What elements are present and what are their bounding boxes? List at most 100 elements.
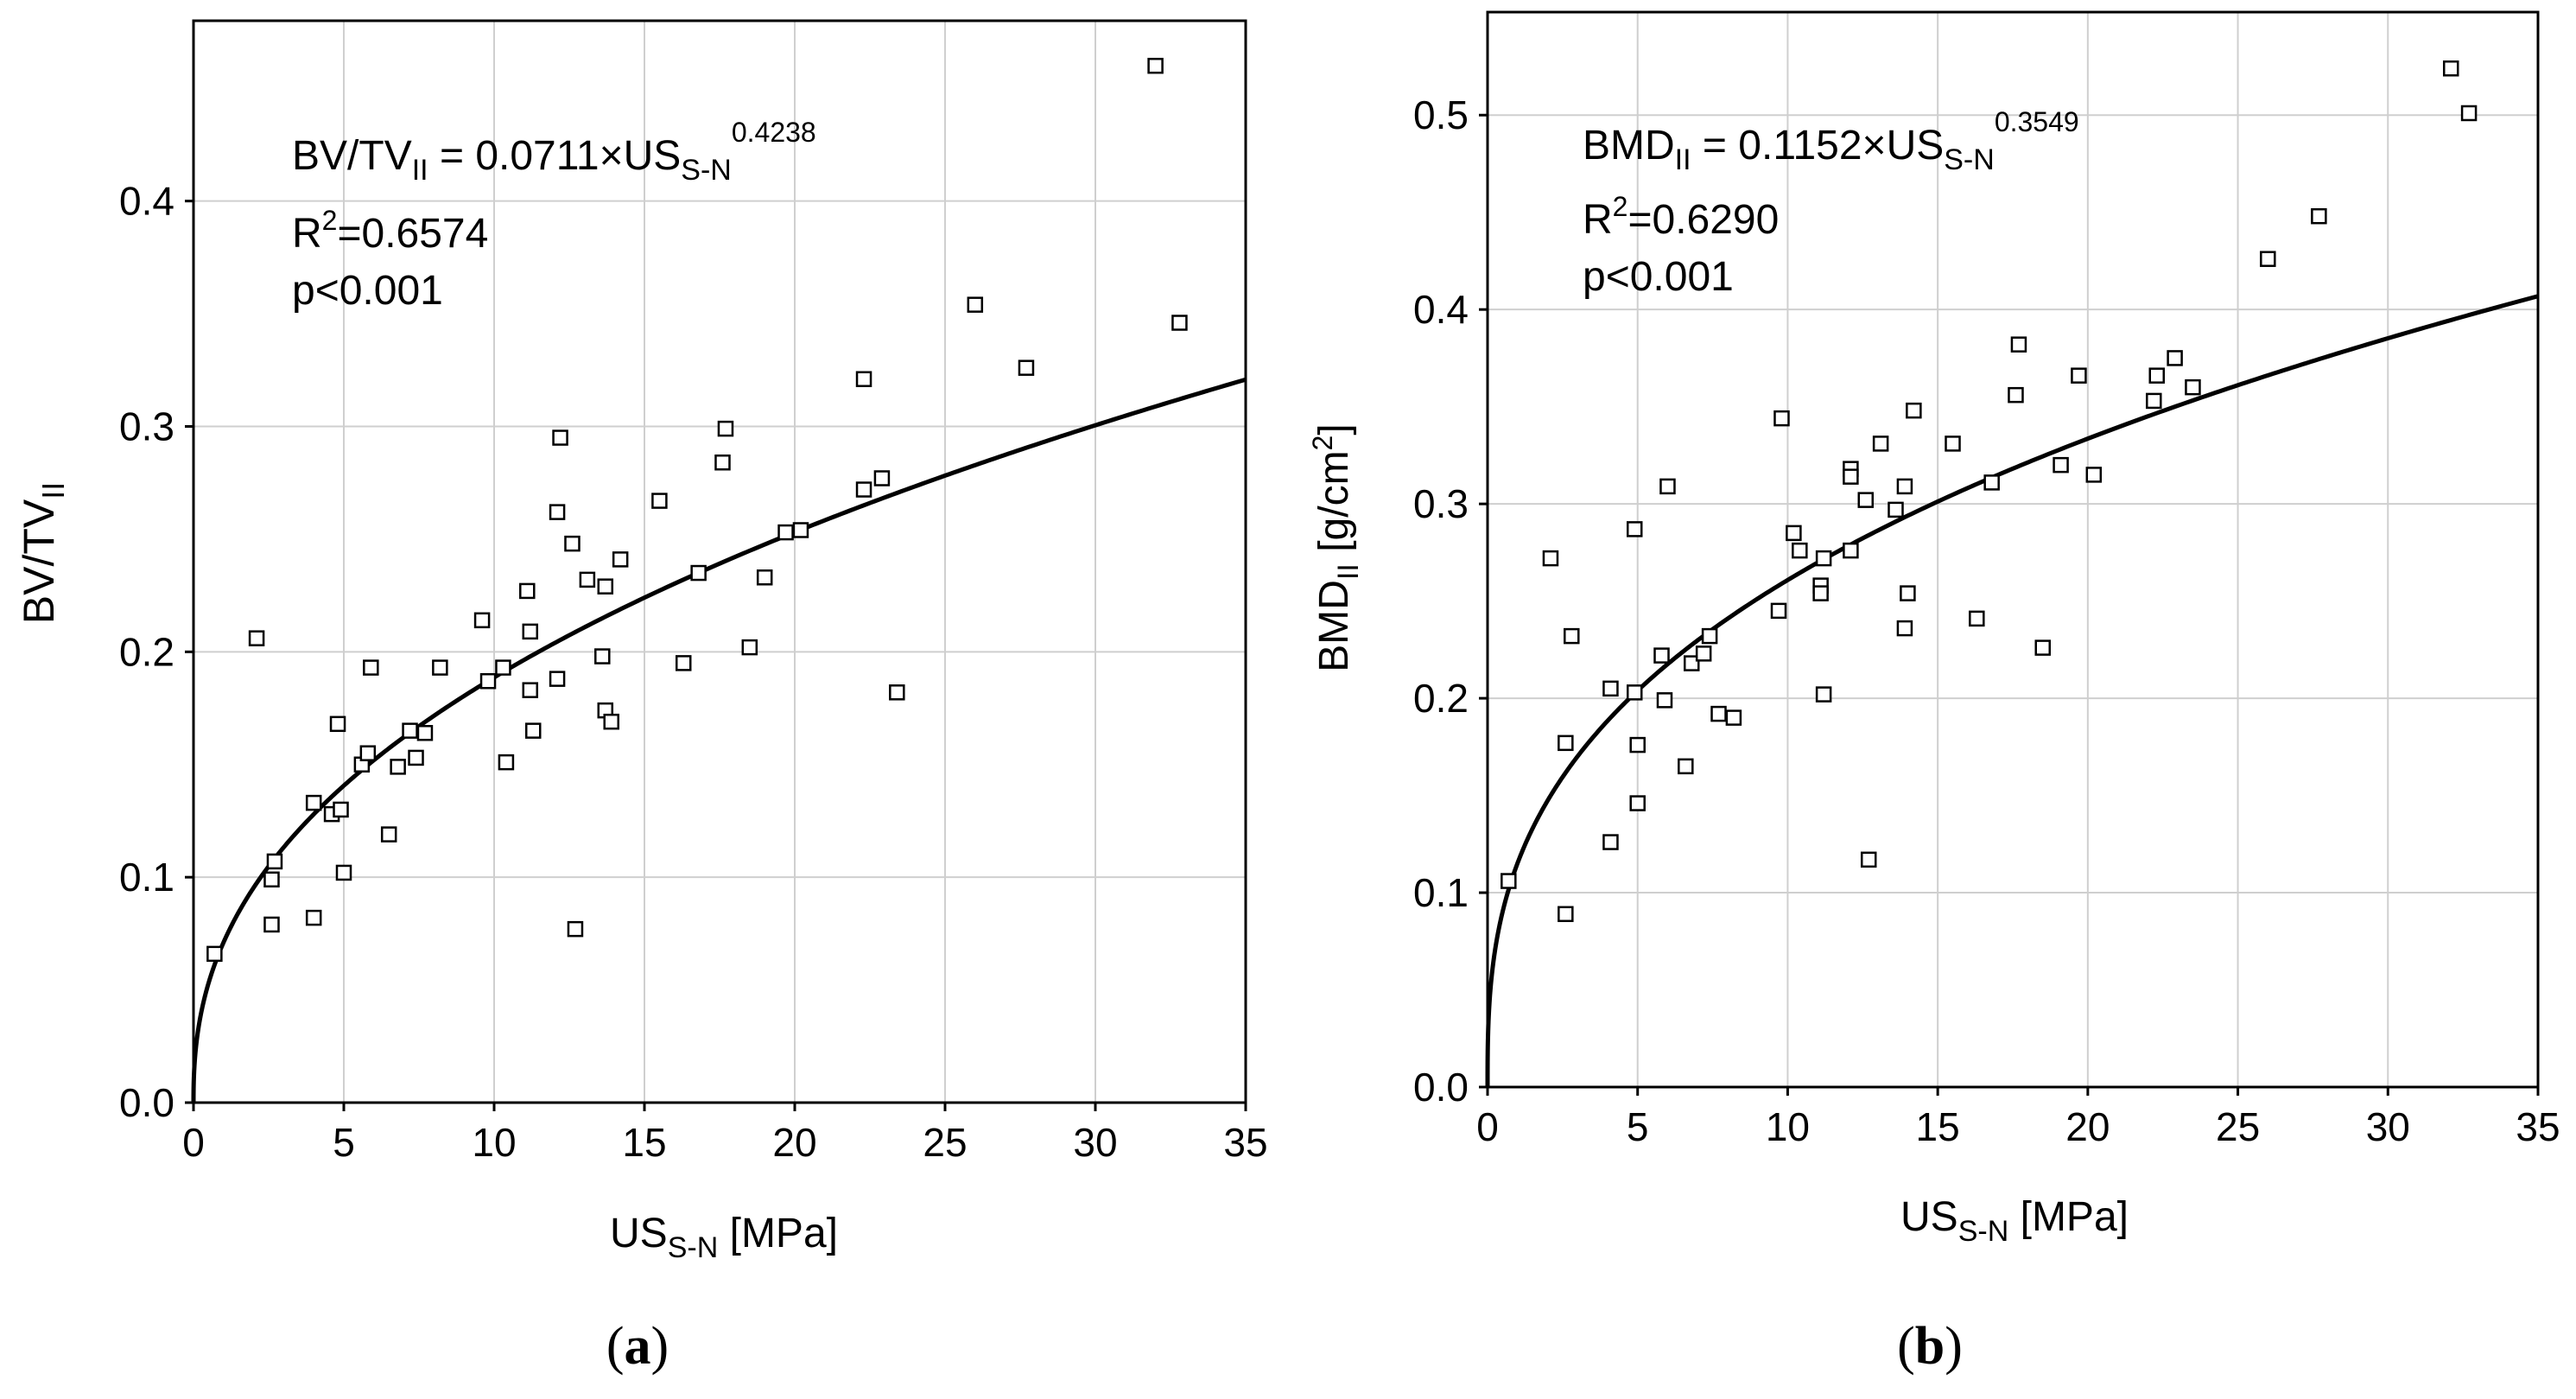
panel-b-point-46 (2071, 367, 2087, 384)
panel-a-xtick-label-7: 35 (1223, 1120, 1267, 1165)
panel-a-axes-frame (192, 19, 1247, 1104)
panel-a-xtick-label-5: 25 (923, 1120, 967, 1165)
panel-a-point-10 (335, 864, 352, 881)
panel-b-point-32 (1860, 851, 1877, 868)
panel-b-ytick-label-0: 0.0 (1413, 1065, 1469, 1110)
panel-b-point-52 (2260, 251, 2276, 267)
panel-a-ytick-labels: 0.0 0.1 0.2 0.3 0.4 (119, 179, 194, 1125)
panel-a-point-13 (363, 659, 379, 676)
panel-a-label: (a) (606, 1317, 669, 1376)
panel-b-point-50 (2167, 350, 2183, 366)
panel-a-point-40 (675, 655, 692, 671)
panel-a-point-28 (549, 504, 566, 520)
panel-a-point-0 (206, 945, 223, 963)
panel-b-xtick-label-6: 30 (2366, 1104, 2410, 1149)
panel-a-point-50 (873, 470, 891, 486)
panel-a-point-17 (408, 749, 424, 766)
panel-b-point-20 (1770, 602, 1787, 620)
panel-a-point-31 (564, 535, 581, 552)
panel-a-point-6 (305, 794, 322, 811)
panel-b-point-33 (1872, 436, 1889, 452)
panel-a-point-24 (519, 582, 536, 600)
panel-b-fit-line (1485, 294, 2539, 1088)
panel-b-point-15 (1684, 655, 1700, 671)
panel-b-point-3 (1558, 906, 1574, 923)
panel-b-plot-frame (1486, 10, 2540, 1089)
panel-a-ytick-label-0: 0.0 (119, 1080, 174, 1125)
panel-a-point-27 (524, 722, 542, 739)
panel-b-point-38 (1906, 402, 1922, 419)
panel-b-point-34 (1888, 501, 1904, 518)
panel-b-xtick-label-3: 15 (1916, 1104, 1960, 1149)
panel-b-label: (b) (1897, 1317, 1963, 1376)
panel-b-ytick-label-1: 0.1 (1413, 870, 1469, 915)
panel-b-point-23 (1792, 542, 1808, 559)
panel-a-point-12 (359, 745, 377, 761)
panel-a-point-45 (756, 569, 773, 586)
panel-b-ytick-label-2: 0.2 (1413, 676, 1469, 721)
panel-b-point-37 (1900, 585, 1916, 601)
panel-a-point-1 (248, 630, 265, 646)
panel-a-xtick-label-0: 0 (182, 1120, 205, 1165)
panel-b-point-55 (2460, 105, 2478, 122)
panel-b-point-26 (1815, 686, 1832, 703)
panel-b-point-39 (1945, 436, 1961, 452)
panel-b-equation: BMDII = 0.1152×USS-N0.3549 (1583, 106, 2079, 176)
panel-a-point-44 (741, 639, 758, 656)
panel-a-point-55 (1171, 315, 1188, 331)
panel-a-p-value: p<0.001 (292, 268, 443, 314)
panel-b-point-17 (1701, 627, 1718, 645)
panel-a-point-9 (333, 801, 349, 818)
panel-a-point-14 (380, 826, 397, 843)
panel-b-point-6 (1602, 834, 1619, 850)
panel-a-ytick-label-1: 0.1 (119, 855, 174, 900)
panel-b-point-13 (1659, 478, 1676, 495)
panel-a-point-32 (567, 920, 584, 938)
panel-b-fit-curve (1485, 294, 2539, 1088)
panel-a-point-20 (473, 612, 491, 629)
panel-a-xtick-label-1: 5 (333, 1120, 355, 1165)
panel-a-point-2 (263, 916, 280, 933)
panel-b-chart: 0 5 10 15 20 25 30 35 0.0 0.1 0.2 0.3 0.4 0.5 BMDII … (1307, 10, 2560, 1376)
panel-b-point-19 (1725, 709, 1742, 726)
panel-a-ytick-label-2: 0.2 (119, 629, 174, 674)
panel-b-y-axis-title: BMDII [g/cm2] (1307, 423, 1365, 671)
panel-b-xtick-label-1: 5 (1627, 1104, 1649, 1149)
panel-a-point-41 (690, 564, 707, 582)
panel-b-x-axis-title: USS-N [MPa] (1900, 1194, 2129, 1248)
panel-a-point-39 (651, 493, 668, 509)
panel-a-point-23 (498, 754, 515, 771)
panel-b-r-squared: R2=0.6290 (1583, 191, 1779, 243)
panel-b-point-18 (1710, 705, 1727, 722)
panel-b-ytick-label-3: 0.3 (1413, 481, 1469, 526)
panel-b-xtick-label-2: 10 (1766, 1104, 1810, 1149)
panel-a-equation: BV/TVII = 0.0711×USS-N0.4238 (292, 117, 816, 187)
panel-b-point-5 (1602, 680, 1619, 697)
panel-a-xtick-label-3: 15 (622, 1120, 666, 1165)
panel-b-point-1 (1542, 550, 1559, 567)
panel-b-point-21 (1773, 410, 1790, 427)
panel-a-point-29 (549, 671, 566, 687)
panel-a-point-37 (603, 713, 619, 730)
panel-b-point-41 (1983, 474, 2000, 491)
panel-a-xtick-labels: 0 5 10 15 20 25 30 35 (182, 1103, 1268, 1165)
panel-b-point-45 (2053, 456, 2069, 474)
panel-a-point-5 (305, 909, 322, 926)
panel-b-grid (1488, 12, 2538, 1087)
panel-a-point-33 (579, 571, 596, 588)
panel-b-point-12 (1656, 692, 1673, 709)
panel-a-xtick-label-6: 30 (1073, 1120, 1117, 1165)
panel-a-xtick-label-2: 10 (472, 1120, 516, 1165)
panel-b-xtick-label-7: 35 (2516, 1104, 2560, 1149)
panel-a-point-52 (967, 296, 984, 313)
panel-a-point-19 (432, 659, 448, 676)
panel-a-x-axis-title: USS-N [MPa] (610, 1211, 838, 1264)
panel-b-point-22 (1786, 525, 1802, 542)
panel-a-fit-line (191, 377, 1247, 1103)
panel-b-point-48 (2146, 392, 2162, 410)
panel-b-point-29 (1843, 468, 1859, 485)
panel-b-ytick-label-5: 0.5 (1413, 92, 1469, 137)
panel-a-point-18 (416, 724, 434, 741)
panel-a-ytick-label-3: 0.3 (119, 404, 174, 449)
